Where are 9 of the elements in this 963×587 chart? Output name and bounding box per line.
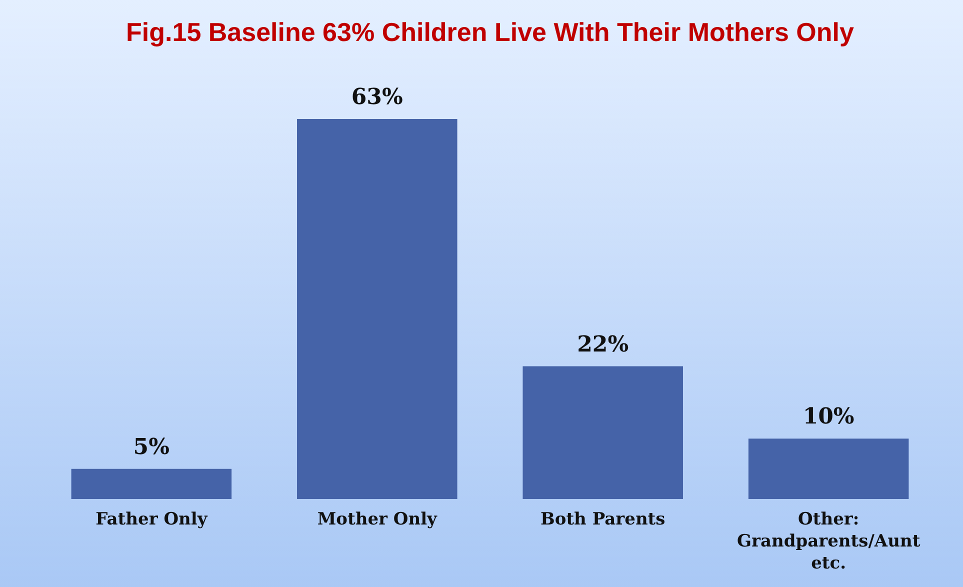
- data-label: 22%: [577, 331, 629, 358]
- x-tick-label: Father Only: [96, 510, 208, 530]
- x-tick-label: Other: Grandparents/Aunt etc.: [736, 510, 920, 574]
- x-tick-label: Both Parents: [540, 510, 666, 530]
- data-label: 10%: [802, 404, 854, 430]
- x-tick-label: Mother Only: [317, 510, 438, 530]
- data-label: 63%: [351, 84, 403, 110]
- chart-title: Fig.15 Baseline 63% Children Live With Their Mothers Only: [126, 17, 854, 47]
- data-label: 5%: [133, 434, 170, 460]
